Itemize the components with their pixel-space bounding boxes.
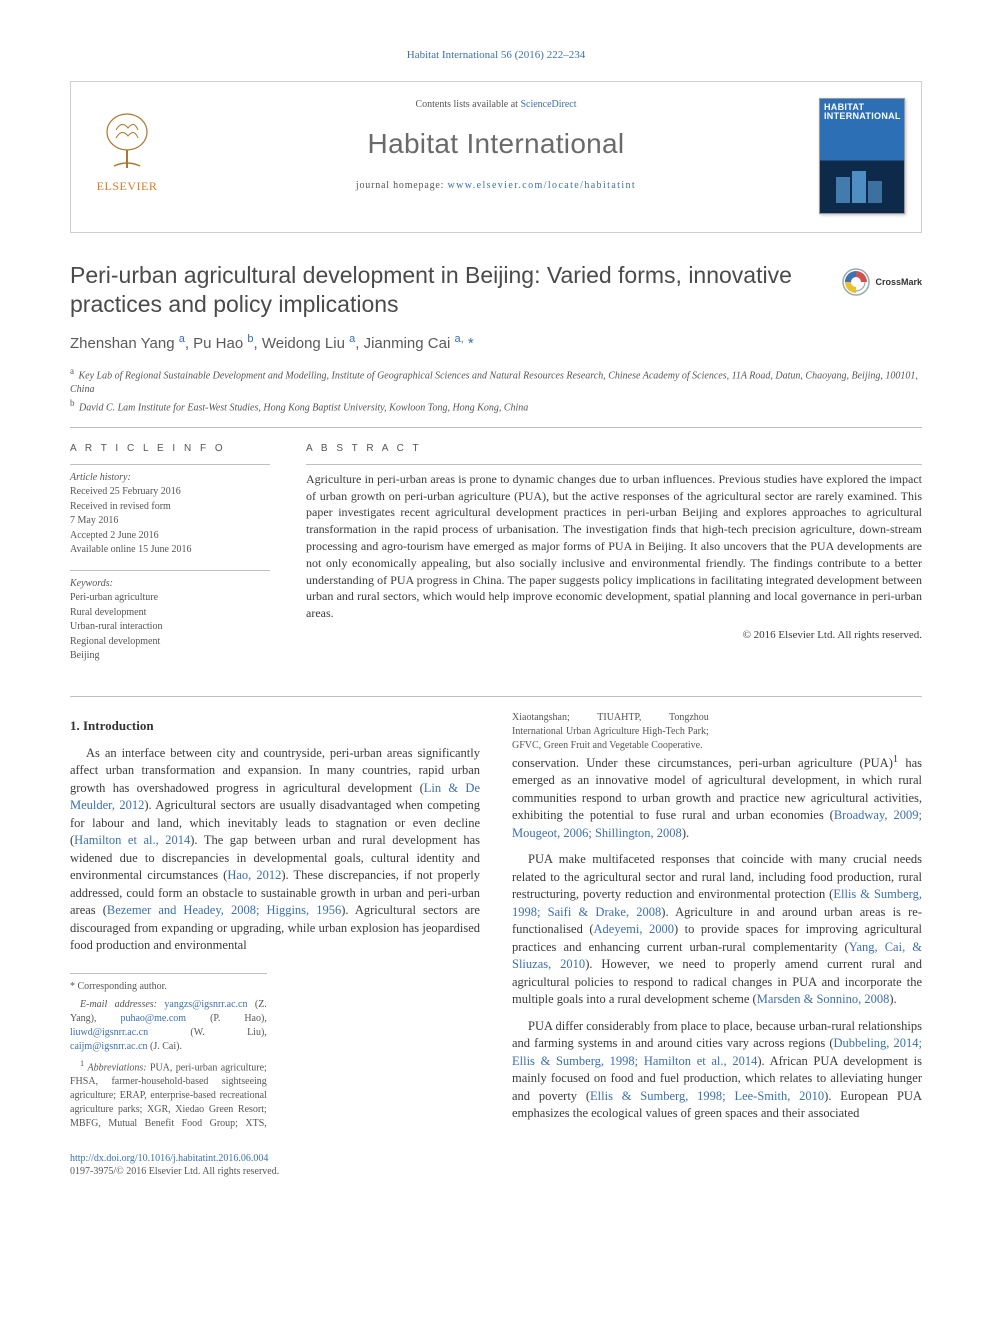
aff-text-b: David C. Lam Institute for East-West Stu…: [79, 402, 528, 413]
aff-sup-b: b: [70, 398, 75, 408]
abstract-column: A B S T R A C T Agriculture in peri-urba…: [306, 442, 922, 676]
email-link[interactable]: puhao@me.com: [120, 1013, 186, 1024]
abstract-copyright: © 2016 Elsevier Ltd. All rights reserved…: [306, 628, 922, 643]
issn-copyright: 0197-3975/© 2016 Elsevier Ltd. All right…: [70, 1166, 279, 1177]
email-who: (P. Hao): [210, 1013, 264, 1024]
info-abstract-row: A R T I C L E I N F O Article history: R…: [70, 442, 922, 676]
cover-image-icon: [820, 160, 904, 212]
elsevier-tree-icon: [98, 112, 156, 174]
keyword: Regional development: [70, 635, 270, 650]
keywords-label: Keywords:: [70, 577, 270, 592]
abbrev-sup: 1: [80, 1059, 84, 1068]
title-row: Peri-urban agricultural development in B…: [70, 261, 922, 319]
homepage-prefix: journal homepage:: [356, 180, 448, 191]
history-line: Available online 15 June 2016: [70, 543, 270, 558]
cover-title: HABITAT INTERNATIONAL: [820, 99, 904, 122]
affiliation-b: b David C. Lam Institute for East-West S…: [70, 397, 922, 415]
crossmark-badge[interactable]: CrossMark: [841, 267, 922, 297]
history-line: Received 25 February 2016: [70, 485, 270, 500]
abstract-body: Agriculture in peri-urban areas is prone…: [306, 464, 922, 622]
homepage-line: journal homepage: www.elsevier.com/locat…: [71, 179, 921, 193]
history-line: Accepted 2 June 2016: [70, 529, 270, 544]
keyword: Peri-urban agriculture: [70, 591, 270, 606]
journal-cover-thumbnail: HABITAT INTERNATIONAL: [819, 98, 905, 214]
header-center: Contents lists available at ScienceDirec…: [71, 82, 921, 193]
affiliations: a Key Lab of Regional Sustainable Develo…: [70, 365, 922, 416]
article-history-block: Article history: Received 25 February 20…: [70, 464, 270, 558]
body-paragraph: As an interface between city and country…: [70, 745, 480, 955]
aff-sup-a: a: [70, 366, 74, 376]
affiliation-a: a Key Lab of Regional Sustainable Develo…: [70, 365, 922, 397]
keyword: Beijing: [70, 649, 270, 664]
abbrev-word: Abbreviations:: [88, 1062, 147, 1073]
contents-prefix: Contents lists available at: [415, 99, 520, 110]
bottom-block: http://dx.doi.org/10.1016/j.habitatint.2…: [70, 1152, 922, 1179]
aff-text-a: Key Lab of Regional Sustainable Developm…: [70, 370, 918, 395]
corresponding-author-note: * Corresponding author.: [70, 980, 267, 994]
contents-line: Contents lists available at ScienceDirec…: [71, 98, 921, 112]
emails-line: E-mail addresses: yangzs@igsnrr.ac.cn (Z…: [70, 998, 267, 1054]
keywords-block: Keywords: Peri-urban agriculture Rural d…: [70, 570, 270, 664]
email-link[interactable]: yangzs@igsnrr.ac.cn: [164, 999, 247, 1010]
email-who: (J. Cai).: [150, 1041, 182, 1052]
article-title: Peri-urban agricultural development in B…: [70, 261, 825, 319]
email-who: (W. Liu): [190, 1027, 264, 1038]
keyword: Urban-rural interaction: [70, 620, 270, 635]
homepage-link[interactable]: www.elsevier.com/locate/habitatint: [448, 180, 637, 191]
body-columns: 1. Introduction As an interface between …: [70, 711, 922, 1134]
history-line: 7 May 2016: [70, 514, 270, 529]
elsevier-logo: ELSEVIER: [87, 112, 167, 194]
doi-link[interactable]: http://dx.doi.org/10.1016/j.habitatint.2…: [70, 1153, 268, 1164]
article-info-column: A R T I C L E I N F O Article history: R…: [70, 442, 270, 676]
cover-title-line2: INTERNATIONAL: [824, 111, 901, 121]
elsevier-wordmark: ELSEVIER: [87, 178, 167, 194]
section-heading: 1. Introduction: [70, 717, 480, 735]
authors-line: Zhenshan Yang a, Pu Hao b, Weidong Liu a…: [70, 332, 922, 354]
page-root: Habitat International 56 (2016) 222–234 …: [0, 0, 992, 1219]
history-label: Article history:: [70, 471, 270, 486]
article-info-heading: A R T I C L E I N F O: [70, 442, 270, 456]
history-line: Received in revised form: [70, 500, 270, 515]
sciencedirect-link[interactable]: ScienceDirect: [520, 99, 576, 110]
journal-header-box: ELSEVIER Contents lists available at Sci…: [70, 81, 922, 233]
separator-2: [70, 696, 922, 697]
body-paragraph: conservation. Under these circumstances,…: [512, 753, 922, 843]
emails-label: E-mail addresses:: [80, 999, 157, 1010]
running-head: Habitat International 56 (2016) 222–234: [70, 48, 922, 63]
crossmark-label: CrossMark: [875, 276, 922, 288]
body-paragraph: PUA make multifaceted responses that coi…: [512, 851, 922, 1009]
keyword: Rural development: [70, 606, 270, 621]
body-paragraph: PUA differ considerably from place to pl…: [512, 1018, 922, 1123]
email-link[interactable]: liuwd@igsnrr.ac.cn: [70, 1027, 148, 1038]
email-link[interactable]: caijm@igsnrr.ac.cn: [70, 1041, 148, 1052]
separator-1: [70, 427, 922, 428]
journal-name: Habitat International: [71, 125, 921, 163]
abstract-heading: A B S T R A C T: [306, 442, 922, 456]
crossmark-icon: [841, 267, 871, 297]
